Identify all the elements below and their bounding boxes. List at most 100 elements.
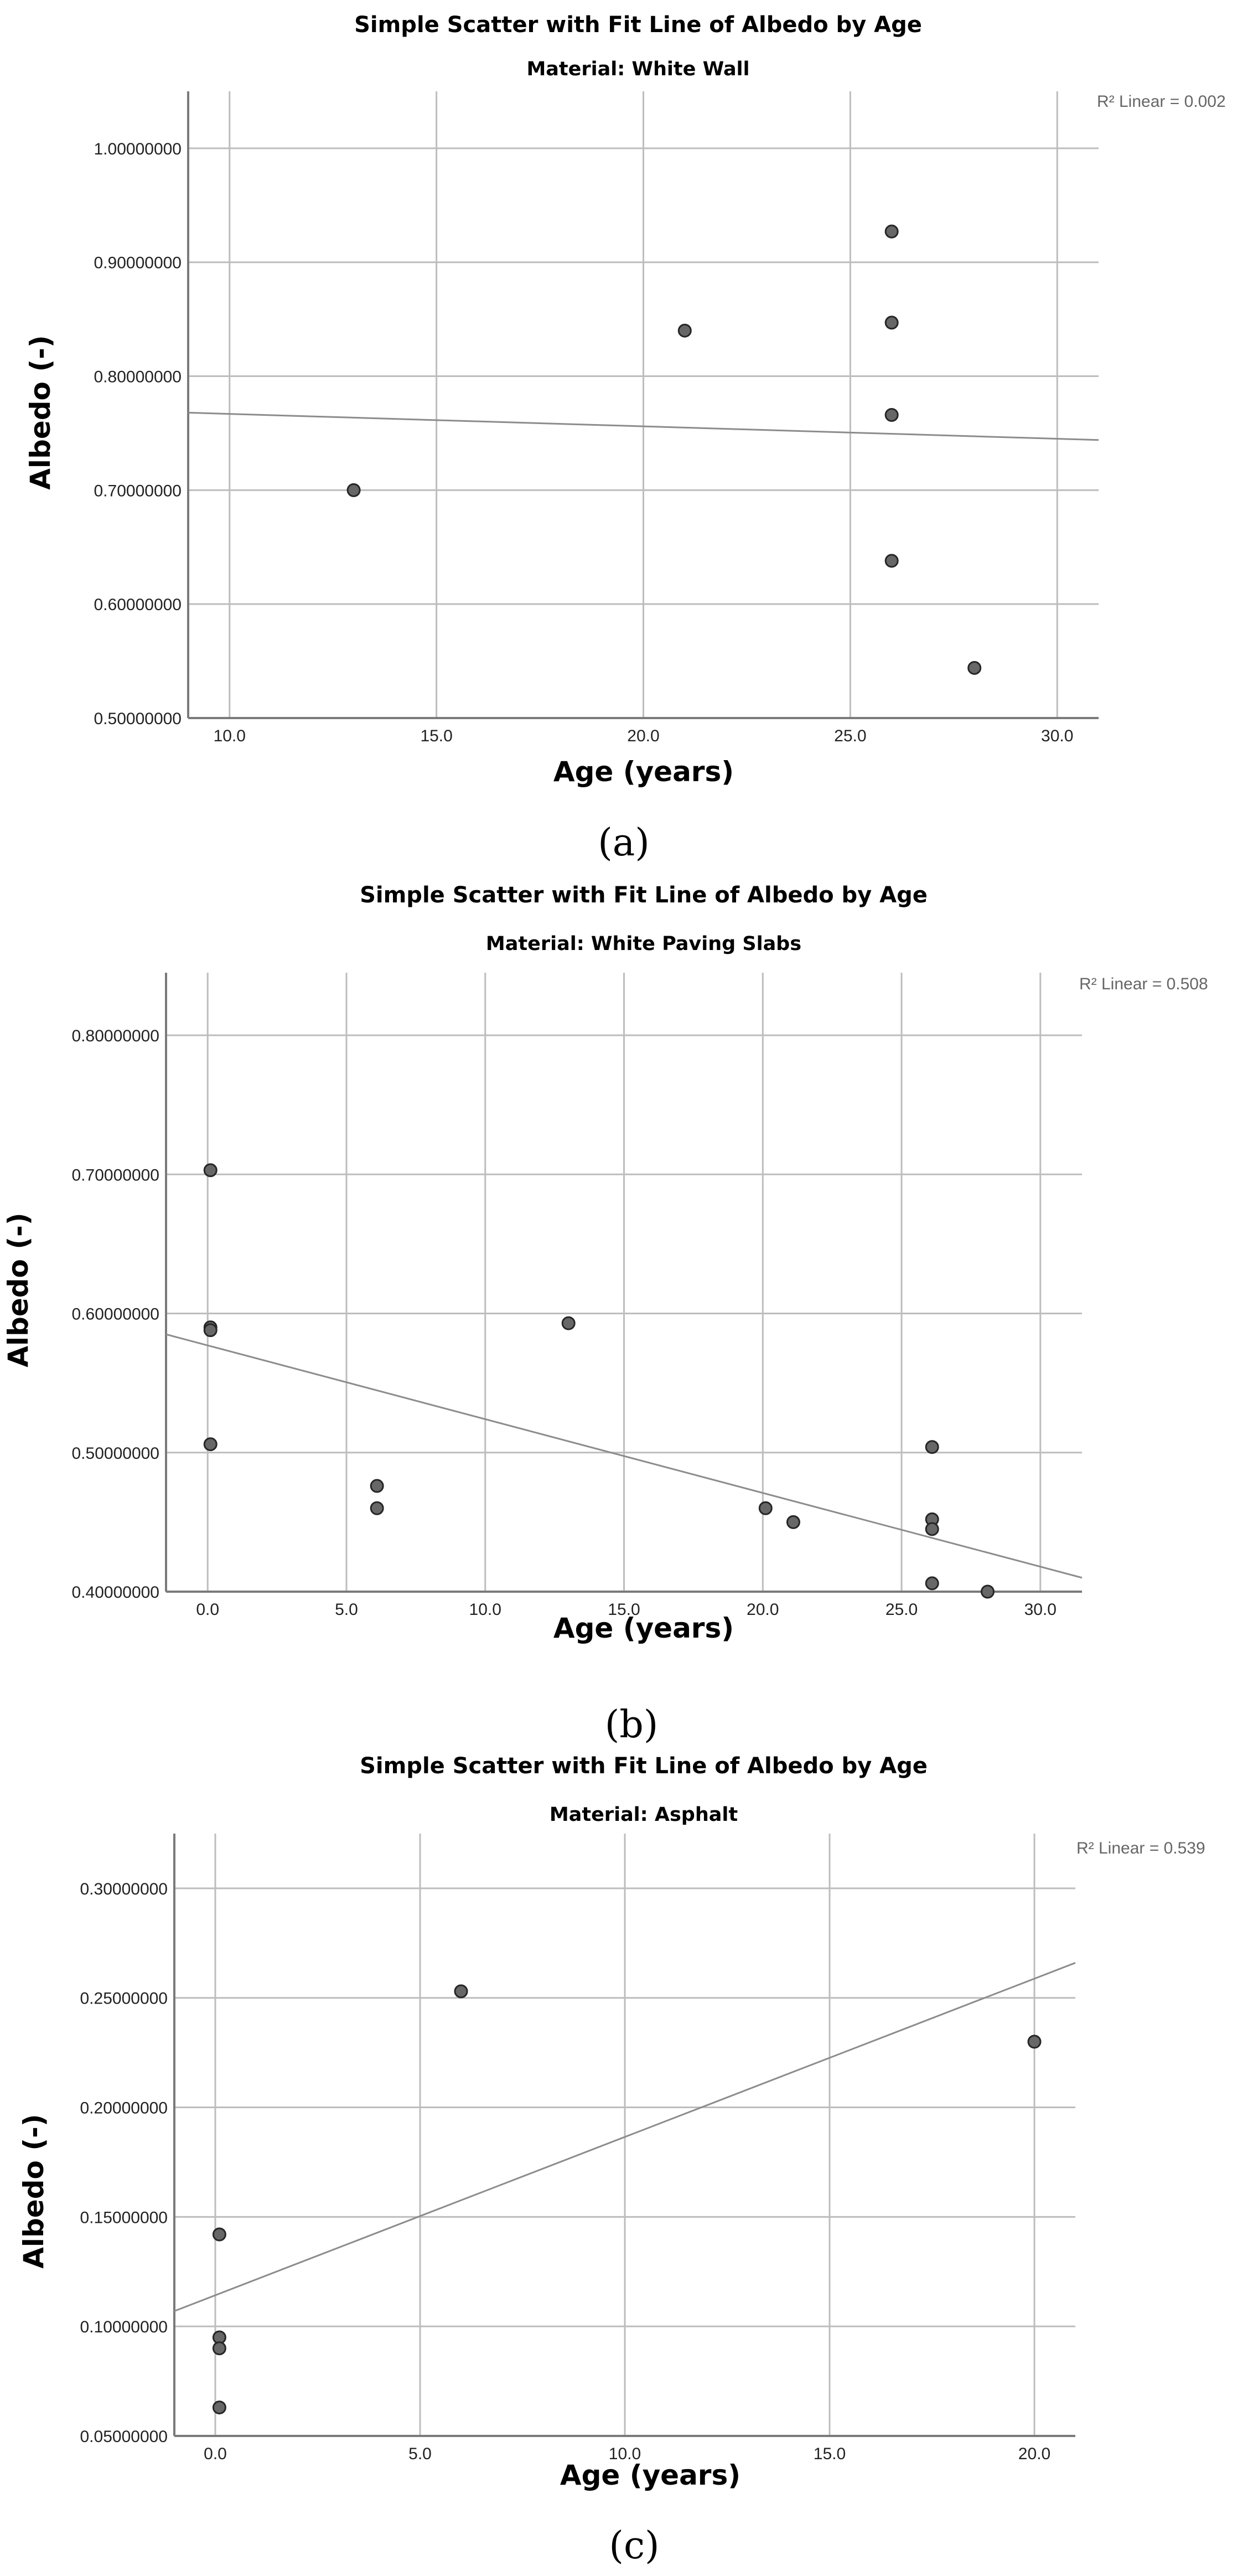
x-tick-labels: 0.0 5.0 10.0 15.0 20.0 <box>204 2445 1050 2463</box>
y-tick-label: 0.50000000 <box>94 710 182 728</box>
fit-line <box>174 1962 1076 2312</box>
y-tick-label: 0.60000000 <box>94 596 182 614</box>
data-point <box>346 483 361 497</box>
chart-subtitle: Material: White Paving Slabs <box>486 933 801 955</box>
axes <box>173 1834 1075 2437</box>
axes <box>187 91 1099 719</box>
grid <box>174 1834 1075 2437</box>
y-tick-label: 0.15000000 <box>80 2208 168 2227</box>
x-tick-label: 30.0 <box>1024 1601 1057 1619</box>
data-points <box>346 224 982 675</box>
y-tick-label: 0.25000000 <box>80 1990 168 2008</box>
x-tick-label: 20.0 <box>627 727 659 745</box>
x-axis-title: Age (years) <box>560 2459 741 2491</box>
y-tick-labels: 0.50000000 0.60000000 0.70000000 0.80000000… <box>94 140 182 728</box>
x-tick-label: 15.0 <box>420 727 452 745</box>
x-tick-label: 5.0 <box>335 1601 358 1619</box>
data-point <box>967 660 982 675</box>
y-tick-label: 0.60000000 <box>72 1305 160 1324</box>
y-axis-title: Albedo (-) <box>2 1212 34 1367</box>
data-point <box>677 323 692 338</box>
data-point <box>454 1984 468 1999</box>
x-axis-title: Age (years) <box>553 756 734 788</box>
fit-line-group <box>188 411 1099 441</box>
panel-c: Simple Scatter with Fit Line of Albedo b… <box>18 1753 1205 2568</box>
y-tick-label: 0.70000000 <box>94 482 182 500</box>
data-point <box>884 554 899 568</box>
fit-r2-label: R² Linear = 0.002 <box>1097 92 1226 111</box>
x-tick-label: 20.0 <box>1018 2445 1050 2463</box>
data-points <box>212 1984 1042 2415</box>
grid <box>188 91 1099 719</box>
data-point <box>884 224 899 239</box>
x-tick-label: 20.0 <box>747 1601 779 1619</box>
x-tick-label: 0.0 <box>196 1601 219 1619</box>
data-point <box>925 1576 939 1591</box>
panel-caption: (a) <box>598 821 650 865</box>
panel-b: Simple Scatter with Fit Line of Albedo b… <box>2 882 1208 1747</box>
x-axis-title: Age (years) <box>553 1612 734 1644</box>
x-tick-label: 30.0 <box>1041 727 1073 745</box>
x-tick-label: 25.0 <box>834 727 866 745</box>
data-point <box>370 1479 384 1493</box>
panel-a: Simple Scatter with Fit Line of Albedo b… <box>24 12 1226 865</box>
chart-subtitle: Material: White Wall <box>526 58 749 80</box>
data-point <box>203 1163 218 1178</box>
y-tick-labels: 0.40000000 0.50000000 0.60000000 0.70000000… <box>72 1027 160 1602</box>
x-tick-labels: 0.0 5.0 10.0 15.0 20.0 25.0 30.0 <box>196 1601 1057 1619</box>
y-tick-label: 0.80000000 <box>94 368 182 386</box>
fit-line-group <box>165 1333 1083 1579</box>
x-tick-label: 15.0 <box>608 1601 640 1619</box>
data-point <box>758 1501 773 1515</box>
grid <box>166 973 1082 1593</box>
y-tick-label: 0.10000000 <box>80 2318 168 2336</box>
y-tick-label: 0.40000000 <box>72 1583 160 1602</box>
chart-title: Simple Scatter with Fit Line of Albedo b… <box>360 1753 928 1779</box>
data-point <box>884 316 899 330</box>
fit-line-group <box>174 1962 1076 2312</box>
fit-line <box>165 1333 1083 1579</box>
y-tick-label: 0.20000000 <box>80 2099 168 2118</box>
fit-r2-label: R² Linear = 0.539 <box>1076 1839 1205 1857</box>
y-tick-label: 1.00000000 <box>94 140 182 158</box>
y-tick-label: 0.05000000 <box>80 2428 168 2446</box>
chart-title: Simple Scatter with Fit Line of Albedo b… <box>360 882 928 908</box>
data-point <box>786 1515 800 1529</box>
x-tick-label: 10.0 <box>469 1601 501 1619</box>
x-tick-label: 10.0 <box>214 727 246 745</box>
data-point <box>561 1316 576 1330</box>
y-axis-title: Albedo (-) <box>18 2114 50 2269</box>
axes <box>165 973 1082 1593</box>
fit-line <box>188 411 1099 441</box>
data-point <box>370 1501 384 1515</box>
data-point <box>1027 2035 1042 2049</box>
data-point <box>203 1437 218 1452</box>
data-point <box>212 2227 226 2242</box>
y-tick-label: 0.70000000 <box>72 1166 160 1184</box>
data-point <box>212 2341 226 2356</box>
y-tick-label: 0.80000000 <box>72 1027 160 1045</box>
chart-title: Simple Scatter with Fit Line of Albedo b… <box>354 12 922 38</box>
y-axis-title: Albedo (-) <box>24 335 56 490</box>
y-tick-label: 0.50000000 <box>72 1444 160 1463</box>
y-tick-label: 0.30000000 <box>80 1880 168 1898</box>
data-point <box>884 408 899 422</box>
x-tick-label: 15.0 <box>814 2445 846 2463</box>
data-point <box>980 1584 995 1599</box>
x-tick-label: 0.0 <box>204 2445 227 2463</box>
fit-r2-label: R² Linear = 0.508 <box>1079 975 1208 993</box>
chart-subtitle: Material: Asphalt <box>550 1804 738 1826</box>
data-point <box>212 2401 226 2415</box>
data-points <box>203 1163 995 1599</box>
y-tick-labels: 0.05000000 0.10000000 0.15000000 0.20000000… <box>80 1880 168 2446</box>
y-tick-label: 0.90000000 <box>94 254 182 272</box>
panel-caption: (b) <box>605 1703 659 1747</box>
data-point <box>203 1323 218 1338</box>
data-point <box>925 1522 939 1536</box>
x-tick-label: 10.0 <box>609 2445 641 2463</box>
panel-caption: (c) <box>609 2524 659 2568</box>
x-tick-label: 5.0 <box>408 2445 432 2463</box>
x-tick-label: 25.0 <box>886 1601 918 1619</box>
data-point <box>925 1440 939 1454</box>
